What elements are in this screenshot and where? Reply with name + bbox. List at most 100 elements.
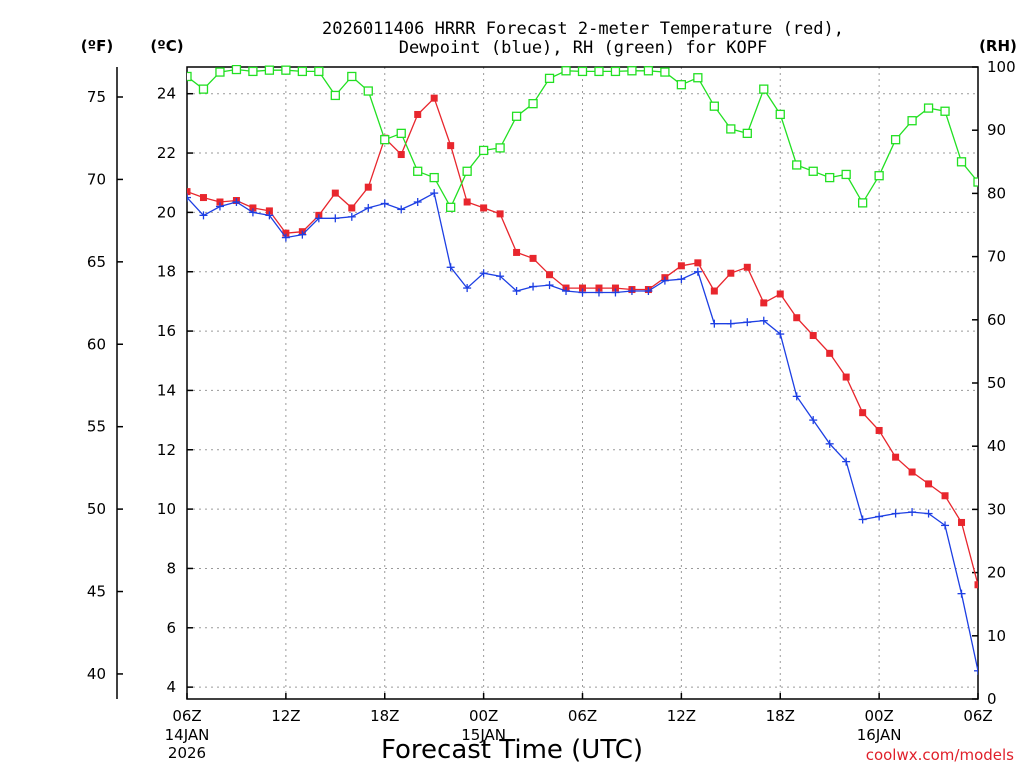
dewpoint-point: [463, 284, 472, 293]
rh-point: [643, 66, 654, 76]
rh-point: [396, 128, 406, 139]
rh-line: [187, 68, 978, 209]
dewpoint-point: [364, 203, 373, 212]
rh-point: [297, 66, 308, 77]
celsius-tick-label: 8: [166, 559, 176, 577]
rh-tick-label: 30: [987, 500, 1006, 518]
temperature-point: [513, 248, 521, 256]
x-tick-year-label: 2026: [168, 744, 206, 762]
fahrenheit-tick-label: 45: [87, 583, 106, 601]
rh-point: [907, 116, 917, 126]
temperature-point: [677, 262, 685, 270]
temperature-point: [282, 229, 290, 237]
rh-unit-label: (RH): [979, 37, 1017, 55]
temperature-point: [776, 290, 784, 298]
rh-point: [495, 143, 505, 153]
chart-title-line-1: 2026011406 HRRR Forecast 2-meter Tempera…: [322, 19, 844, 39]
dewpoint-point: [281, 233, 290, 242]
rh-tick-label: 80: [987, 184, 1006, 202]
temperature-point: [743, 263, 751, 271]
x-tick-label: 06Z: [963, 707, 992, 725]
x-tick-date-label: 15JAN: [461, 726, 506, 744]
dewpoint-point: [677, 275, 686, 284]
rh-point: [693, 73, 703, 83]
temperature-point: [249, 204, 257, 212]
rh-tick-label: 10: [987, 627, 1006, 645]
rh-point: [808, 166, 818, 176]
rh-tick-label: 50: [987, 374, 1006, 392]
rh-point: [775, 109, 785, 120]
dewpoint-point: [743, 318, 752, 327]
celsius-tick-label: 4: [166, 678, 176, 696]
rh-tick-label: 90: [987, 121, 1006, 139]
temperature-point: [941, 492, 949, 500]
temperature-point: [364, 183, 372, 191]
rh-point: [610, 66, 621, 77]
chart-title-line-2: Dewpoint (blue), RH (green) for KOPF: [399, 38, 767, 58]
temperature-point: [892, 453, 900, 461]
rh-point: [215, 67, 225, 77]
dewpoint-point: [529, 282, 538, 291]
dewpoint-point: [545, 281, 554, 290]
rh-point: [462, 166, 472, 176]
temperature-point: [611, 284, 619, 292]
x-tick-label: 18Z: [370, 707, 399, 725]
celsius-tick-label: 18: [157, 263, 176, 281]
rh-point: [314, 66, 324, 77]
temperature-point: [793, 314, 801, 322]
rh-tick-label: 60: [987, 311, 1006, 329]
plot-frame: [186, 66, 979, 700]
rh-point: [446, 202, 456, 212]
rh-tick-label: 100: [987, 58, 1016, 76]
dewpoint-point: [248, 208, 257, 217]
temperature-point: [414, 110, 422, 118]
rh-point: [973, 177, 978, 187]
rh-tick-label: 40: [987, 437, 1006, 455]
dewpoint-point: [759, 316, 768, 325]
x-tick-date-label: 16JAN: [857, 726, 902, 744]
dewpoint-point: [710, 319, 719, 328]
dewpoint-point: [924, 509, 933, 518]
temperature-point: [842, 373, 850, 381]
dewpoint-point: [446, 263, 455, 272]
temperature-point: [480, 204, 488, 212]
rh-point: [676, 80, 687, 90]
temperature-point: [529, 254, 537, 262]
fahrenheit-unit-label: (ºF): [81, 37, 113, 55]
rh-point: [857, 198, 868, 208]
fahrenheit-tick-label: 55: [87, 418, 106, 436]
series-temperature: [187, 94, 978, 589]
rh-point: [198, 84, 209, 94]
temperature-point: [875, 426, 883, 434]
dewpoint-point: [627, 287, 636, 296]
temperature-point: [727, 269, 735, 277]
temperature-point: [447, 142, 455, 150]
dewpoint-point: [858, 515, 867, 524]
dewpoint-point: [842, 457, 851, 466]
temperature-point: [859, 409, 867, 417]
temperature-point: [348, 204, 356, 212]
dewpoint-point: [957, 589, 966, 598]
credit-text: coolwx.com/models: [866, 746, 1014, 764]
rh-point: [726, 124, 736, 134]
celsius-tick-label: 14: [157, 381, 176, 399]
temperature-point: [430, 94, 438, 102]
rh-point: [347, 71, 357, 82]
x-tick-label: 12Z: [271, 707, 300, 725]
temperature-point: [463, 198, 471, 206]
dewpoint-point: [644, 287, 653, 296]
rh-point: [742, 128, 752, 139]
dewpoint-point: [792, 392, 801, 401]
dewpoint-point: [908, 508, 917, 517]
x-tick-label: 06Z: [172, 707, 201, 725]
temperature-point: [809, 332, 817, 340]
dewpoint-point: [479, 269, 488, 278]
dewpoint-point: [562, 287, 571, 296]
dewpoint-point: [578, 288, 587, 297]
temperature-point: [579, 284, 586, 292]
x-tick-date-label: 14JAN: [165, 726, 210, 744]
temperature-point: [595, 284, 603, 292]
x-tick-label: 00Z: [864, 707, 893, 725]
data-series: [187, 65, 978, 675]
